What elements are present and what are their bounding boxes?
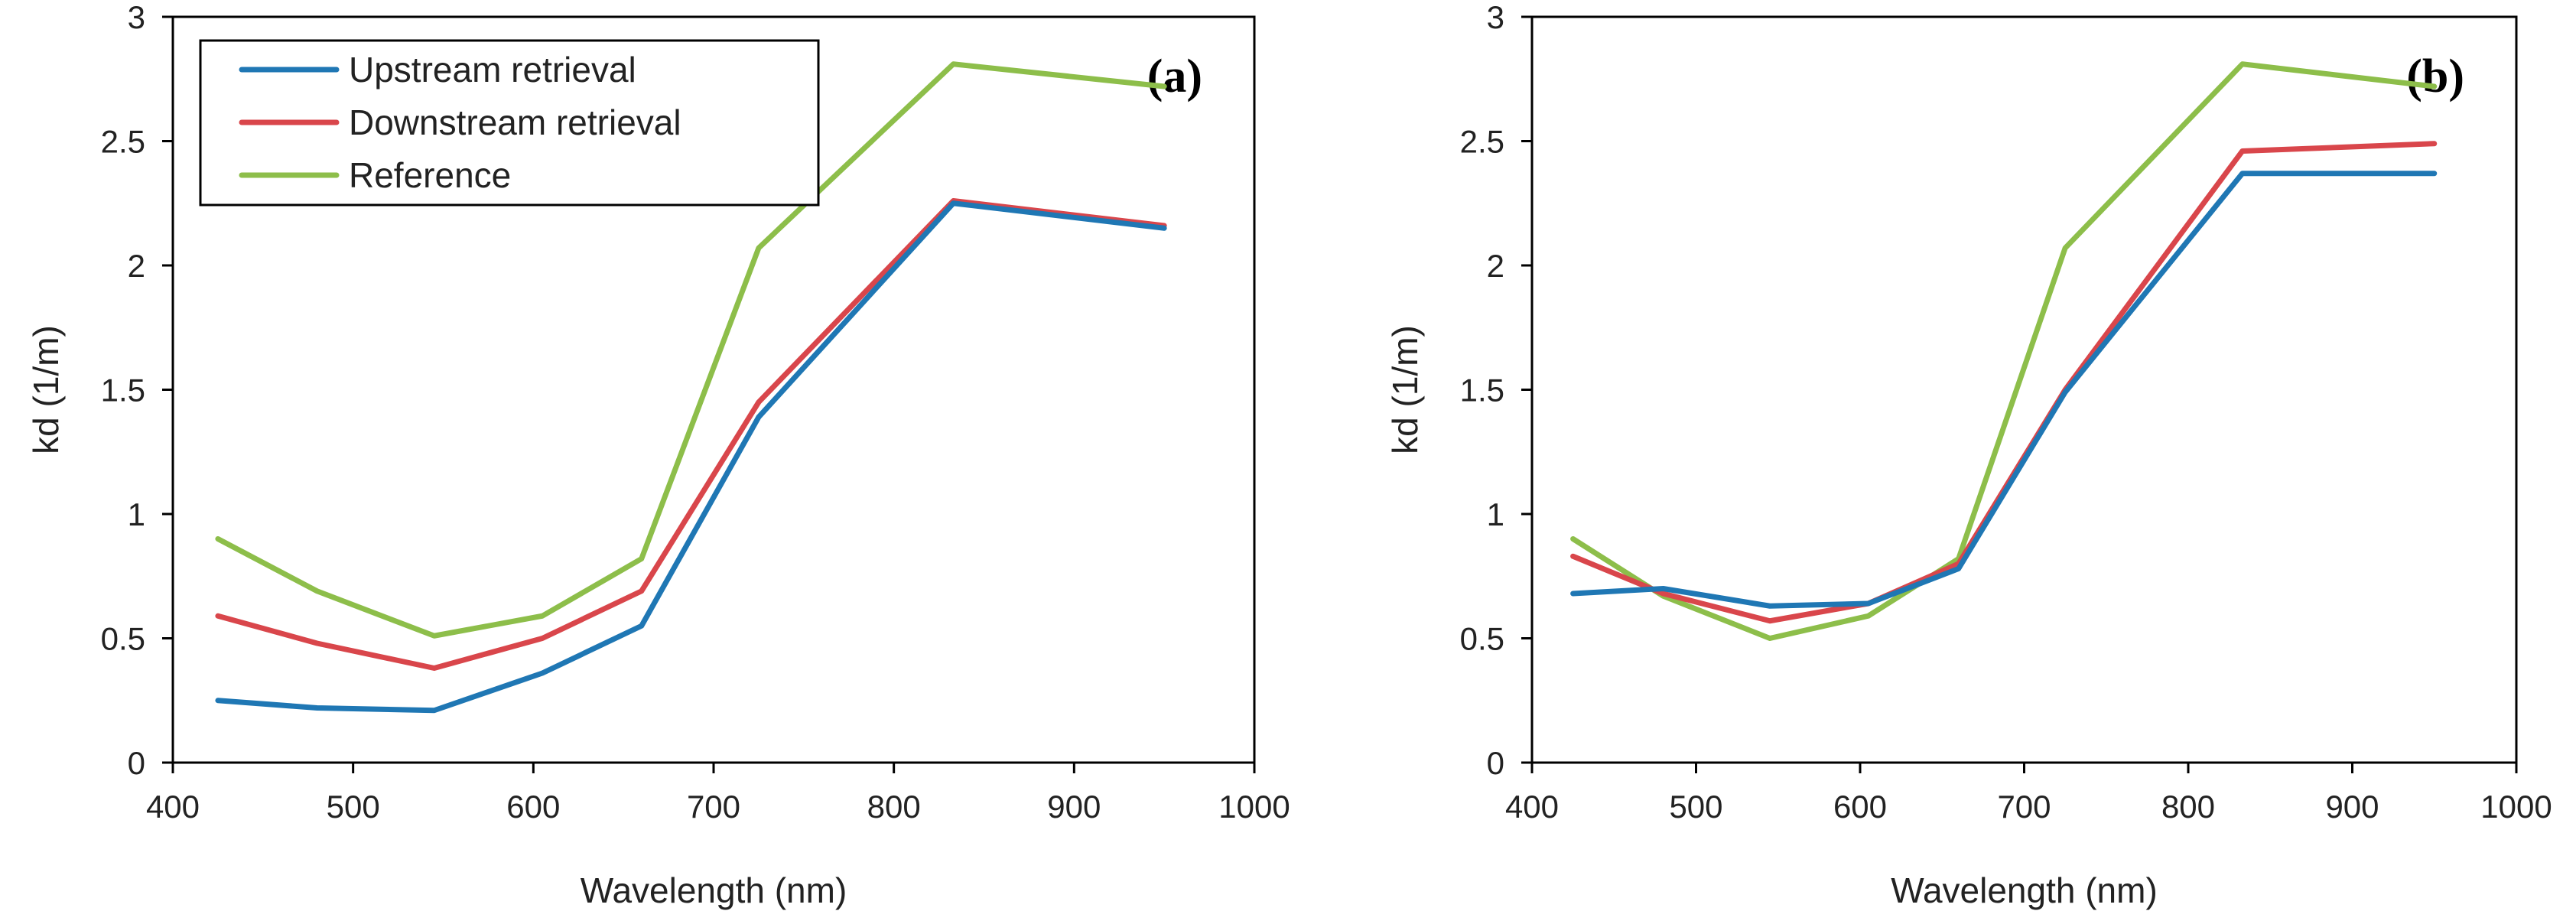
x-axis-title: Wavelength (nm) bbox=[581, 870, 847, 910]
series-line-upstream-retrieval bbox=[215, 200, 1167, 714]
series-line-downstream-retrieval bbox=[1570, 141, 2438, 624]
x-tick-label: 900 bbox=[2325, 789, 2379, 825]
x-tick-label: 1000 bbox=[2480, 789, 2552, 825]
x-tick-label: 800 bbox=[867, 789, 921, 825]
y-tick-label: 2.5 bbox=[101, 124, 145, 160]
y-tick-label: 1.5 bbox=[1460, 373, 1504, 408]
y-tick-label: 2.5 bbox=[1460, 124, 1504, 160]
panel-label: (a) bbox=[1147, 50, 1202, 102]
y-tick-label: 3 bbox=[1487, 0, 1504, 35]
x-tick-label: 400 bbox=[1505, 789, 1559, 825]
y-axis-title: kd (1/m) bbox=[1385, 325, 1425, 454]
y-tick-label: 1.5 bbox=[101, 373, 145, 408]
y-tick-label: 1 bbox=[1487, 496, 1504, 532]
chart-panel-b: 400 500 600 700 800 900 1000 0 0.5 1 1.5 2 2.5 3 Wavel… bbox=[1385, 0, 2552, 910]
y-tick-label: 0.5 bbox=[1460, 621, 1504, 657]
x-tick-label: 700 bbox=[1997, 789, 2051, 825]
y-tick-label: 1 bbox=[128, 496, 145, 532]
y-tick-label: 2 bbox=[1487, 248, 1504, 284]
x-tick-label: 400 bbox=[146, 789, 200, 825]
legend: Upstream retrieval Downstream retrieval Re… bbox=[199, 39, 820, 207]
series-line-downstream-retrieval bbox=[215, 198, 1167, 671]
x-axis-title: Wavelength (nm) bbox=[1891, 870, 2158, 910]
x-tick-label: 500 bbox=[1669, 789, 1722, 825]
plot-frame bbox=[1530, 15, 2518, 764]
x-tick-label: 800 bbox=[2161, 789, 2215, 825]
series-line-reference bbox=[215, 61, 1167, 639]
x-tick-label: 700 bbox=[687, 789, 740, 825]
legend-label: Downstream retrieval bbox=[349, 102, 681, 142]
y-tick-label: 0.5 bbox=[101, 621, 145, 657]
legend-label: Upstream retrieval bbox=[349, 50, 636, 89]
y-tick-label: 3 bbox=[128, 0, 145, 35]
legend-label: Reference bbox=[349, 155, 511, 195]
y-axis-title: kd (1/m) bbox=[26, 325, 66, 454]
panel-label: (b) bbox=[2406, 50, 2464, 102]
series-line-upstream-retrieval bbox=[1570, 171, 2438, 609]
x-tick-label: 1000 bbox=[1218, 789, 1290, 825]
y-tick-label: 2 bbox=[128, 248, 145, 284]
x-tick-label: 600 bbox=[506, 789, 560, 825]
y-tick-label: 0 bbox=[1487, 745, 1504, 781]
x-tick-label: 600 bbox=[1833, 789, 1887, 825]
y-tick-label: 0 bbox=[128, 745, 145, 781]
chart-panel-a: 400 500 600 700 800 900 1000 0 0.5 1 1.5 2 2.5 3 Wavel… bbox=[26, 0, 1290, 910]
x-tick-label: 900 bbox=[1047, 789, 1101, 825]
x-tick-label: 500 bbox=[327, 789, 380, 825]
